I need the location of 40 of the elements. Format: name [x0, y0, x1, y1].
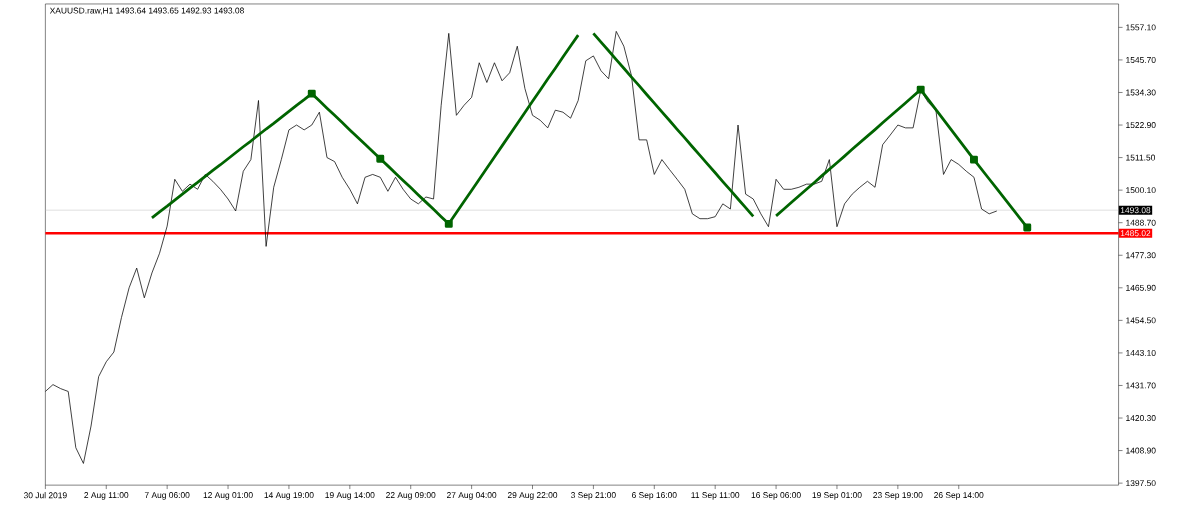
x-tick-label: 6 Sep 16:00	[632, 492, 677, 500]
y-tick-label: 1443.10	[1126, 349, 1156, 356]
y-tick-label: 1408.90	[1126, 447, 1156, 454]
y-tick-label: 1545.70	[1126, 57, 1156, 63]
x-tick-label: 3 Sep 21:00	[571, 492, 616, 500]
y-tick-label: 1557.10	[1126, 24, 1156, 31]
y-tick-label: 1465.90	[1126, 284, 1156, 291]
y-tick-label: 1420.30	[1126, 415, 1156, 422]
x-tick-label: 2 Aug 11:00	[84, 492, 129, 500]
x-tick-label: 7 Aug 06:00	[144, 492, 190, 500]
y-tick-label: 1534.30	[1126, 89, 1156, 96]
x-tick-label: 16 Sep 06:00	[751, 492, 801, 500]
y-tick-label: 1397.50	[1126, 480, 1156, 487]
y-tick-label: 1488.70	[1126, 219, 1156, 226]
x-tick-label: 30 Jul 2019	[23, 492, 67, 499]
x-tick-label: 27 Aug 04:00	[447, 492, 497, 500]
y-tick-label: 1500.10	[1126, 187, 1156, 194]
y-tick-label: 1431.70	[1126, 382, 1156, 389]
chart-title: XAUUSD.raw,H1 1493.64 1493.65 1492.93 1493.08	[49, 7, 244, 15]
x-tick-label: 26 Sep 14:00	[934, 492, 984, 500]
point	[444, 219, 453, 228]
ref-line-label: 1485.02	[1120, 230, 1151, 237]
point	[970, 155, 978, 164]
point	[376, 154, 385, 163]
x-tick-label: 19 Aug 14:00	[325, 492, 375, 500]
x-tick-label: 23 Sep 19:00	[873, 492, 923, 500]
x-tick-label: 22 Aug 09:00	[386, 492, 436, 500]
point	[916, 85, 925, 94]
point	[1023, 223, 1032, 232]
y-tick-label: 1522.90	[1126, 122, 1156, 129]
y-tick-label: 1454.50	[1126, 317, 1156, 324]
x-tick-label: 11 Sep 11:00	[691, 492, 740, 500]
y-tick-label: 1511.50	[1126, 154, 1156, 161]
x-tick-label: 12 Aug 01:00	[203, 492, 253, 500]
point	[307, 89, 316, 98]
ref-line-label: 1493.08	[1120, 207, 1151, 214]
x-tick-label: 19 Sep 01:00	[812, 492, 862, 500]
x-tick-label: 29 Aug 22:00	[507, 492, 558, 500]
x-tick-label: 14 Aug 19:00	[264, 492, 314, 500]
y-tick-label: 1477.30	[1126, 252, 1156, 259]
